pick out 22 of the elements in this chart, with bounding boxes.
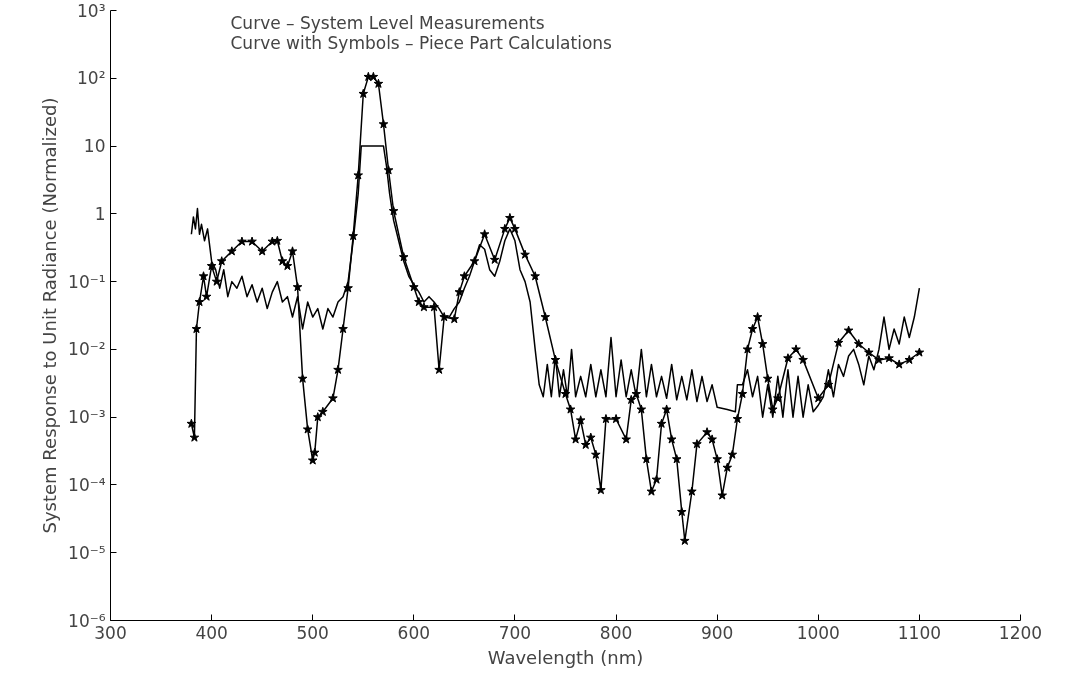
x-tick-label: 400: [195, 622, 228, 643]
x-tick-label: 800: [599, 622, 633, 643]
x-tick-label: 1100: [897, 622, 942, 643]
x-tick-label: 1000: [796, 622, 840, 643]
x-tick-label: 900: [700, 622, 734, 643]
annotation: Curve – System Level Measurements: [230, 12, 545, 33]
x-tick-label: 500: [296, 622, 329, 643]
x-tick-label: 1200: [998, 622, 1043, 643]
y-tick-label: 10⁻²: [68, 339, 106, 360]
y-axis-title: System Response to Unit Radiance (Normalized): [39, 97, 61, 534]
annotation: Curve with Symbols – Piece Part Calculations: [230, 32, 613, 53]
y-tick-label: 10²: [77, 68, 106, 89]
y-tick-label: 10: [83, 136, 106, 157]
y-tick-label: 10⁻¹: [68, 271, 106, 292]
y-tick-label: 10⁻³: [68, 407, 106, 428]
x-tick-label: 600: [397, 622, 431, 643]
y-tick-label: 10³: [77, 0, 106, 21]
x-tick-label: 700: [498, 622, 532, 643]
x-axis-title: Wavelength (nm): [487, 646, 644, 668]
y-tick-label: 1: [94, 203, 106, 224]
y-tick-label: 10⁻⁵: [68, 542, 106, 563]
y-tick-label: 10⁻⁴: [68, 474, 106, 495]
